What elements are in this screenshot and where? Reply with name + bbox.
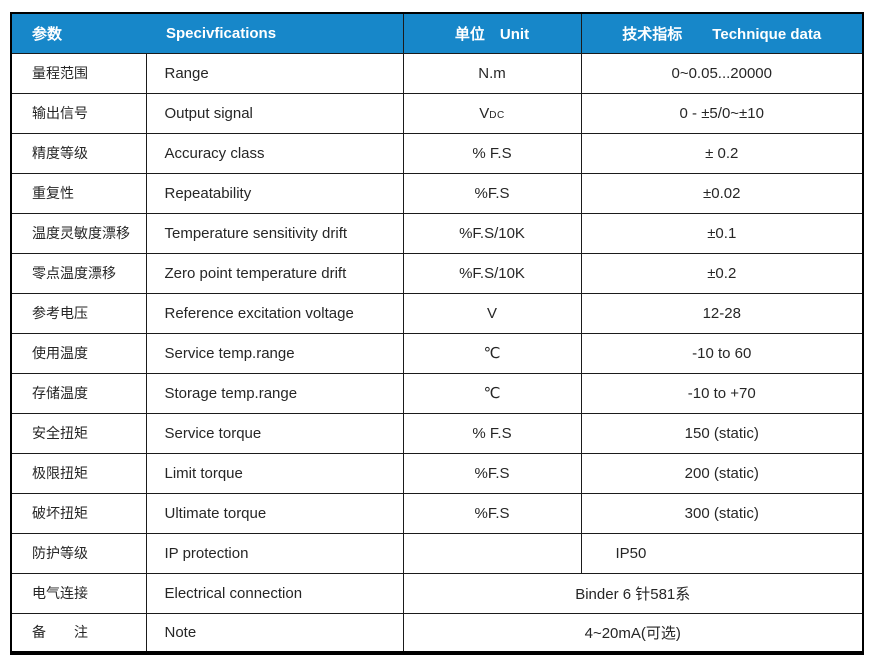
unit-cell: %F.S — [402, 172, 582, 214]
spec-label-cell: Output signal — [145, 92, 404, 134]
spec-label-cell: Limit torque — [145, 452, 404, 494]
table-row: 安全扭矩 Service torque% F.S 150 (static) — [10, 412, 864, 454]
table-row: 电气连接 Electrical connection Binder 6 针581系 — [10, 572, 864, 614]
value-cell: ±0.1 — [580, 212, 864, 254]
header-param: 参数 — [10, 12, 146, 54]
table-row: 量程范围 Range N.m 0~0.05...20000 — [10, 52, 864, 94]
spec-label-cell: Range — [145, 52, 404, 94]
table-row: 使用温度 Service temp.range ℃ -10 to 60 — [10, 332, 864, 374]
spec-label-cell: Storage temp.range — [145, 372, 404, 414]
unit-cell: ℃ — [402, 332, 582, 374]
table-row: 输出信号 Output signal VDC 0 - ±5/0~±10 — [10, 92, 864, 134]
unit-cell: VDC — [402, 92, 582, 134]
value-cell: 150 (static) — [580, 412, 864, 454]
param-label-cell: 电气连接 — [10, 572, 147, 614]
param-label-cell: 破坏扭矩 — [10, 492, 147, 534]
value-cell: 0 - ±5/0~±10 — [580, 92, 864, 134]
table-row: 防护等级 IP protection IP50 — [10, 532, 864, 574]
value-cell: ± 0.2 — [580, 132, 864, 174]
param-label-cell: 存储温度 — [10, 372, 147, 414]
param-label-cell: 温度灵敏度漂移 — [10, 212, 147, 254]
header-specifications: Specivfications — [146, 12, 404, 54]
spec-label-cell: Service torque — [145, 412, 404, 454]
param-label-cell: 安全扭矩 — [10, 412, 147, 454]
param-label-cell: 重复性 — [10, 172, 147, 214]
param-label-cell: 零点温度漂移 — [10, 252, 147, 294]
table-row: 存储温度 Storage temp.range ℃ -10 to +70 — [10, 372, 864, 414]
unit-cell: V — [402, 292, 582, 334]
value-cell: -10 to 60 — [580, 332, 864, 374]
unit-subscript: DC — [489, 109, 505, 121]
param-label-cell: 精度等级 — [10, 132, 147, 174]
table-row: 破坏扭矩 Ultimate torque %F.S 300 (static) — [10, 492, 864, 534]
unit-cell: N.m — [402, 52, 582, 94]
unit-cell: ℃ — [402, 372, 582, 414]
param-label-cell: 参考电压 — [10, 292, 147, 334]
unit-cell: %F.S — [402, 492, 582, 534]
spec-label-cell: Service temp.range — [145, 332, 404, 374]
spec-label-cell: Temperature sensitivity drift — [145, 212, 404, 254]
spec-label-cell: Electrical connection — [145, 572, 404, 614]
specification-table: 参数 Specivfications 单位 Unit 技术指标 Techniqu… — [10, 12, 864, 655]
spec-label-cell: Note — [145, 612, 404, 654]
spec-label-cell: IP protection — [145, 532, 404, 574]
value-cell: -10 to +70 — [580, 372, 864, 414]
unit-cell: % F.S — [402, 412, 582, 454]
spec-label-cell: Ultimate torque — [145, 492, 404, 534]
header-row: 参数 Specivfications 单位 Unit 技术指标 Techniqu… — [10, 12, 864, 54]
unit-cell: %F.S — [402, 452, 582, 494]
merged-value-cell: 4~20mA(可选) — [402, 612, 864, 654]
header-technique-data: 技术指标 Technique data — [580, 12, 864, 54]
table-row: 温度灵敏度漂移 Temperature sensitivity drift %F.S… — [10, 212, 864, 254]
unit-cell: %F.S/10K — [402, 212, 582, 254]
spec-label-cell: Accuracy class — [145, 132, 404, 174]
spec-label-cell: Zero point temperature drift — [145, 252, 404, 294]
table-row: 参考电压 Reference excitation voltage V 12-28 — [10, 292, 864, 334]
table-row: 零点温度漂移 Zero point temperature drift %F.S/1… — [10, 252, 864, 294]
spec-label-cell: Repeatability — [145, 172, 404, 214]
table-row: 重复性 Repeatability %F.S ±0.02 — [10, 172, 864, 214]
table-row: 精度等级 Accuracy class% F.S ± 0.2 — [10, 132, 864, 174]
header-unit: 单位 Unit — [402, 12, 582, 54]
spec-sheet: 参数 Specivfications 单位 Unit 技术指标 Techniqu… — [10, 12, 864, 655]
value-cell: ±0.2 — [580, 252, 864, 294]
param-label-cell: 极限扭矩 — [10, 452, 147, 494]
unit-cell: % F.S — [402, 132, 582, 174]
merged-value-cell: Binder 6 针581系 — [402, 572, 864, 614]
value-cell: ±0.02 — [580, 172, 864, 214]
table-row: 极限扭矩 Limit torque %F.S 200 (static) — [10, 452, 864, 494]
value-cell: 12-28 — [580, 292, 864, 334]
param-label-cell: 备 注 — [10, 612, 147, 654]
value-cell: 300 (static) — [580, 492, 864, 534]
unit-cell: %F.S/10K — [402, 252, 582, 294]
param-label-cell: 使用温度 — [10, 332, 147, 374]
value-cell: 0~0.05...20000 — [580, 52, 864, 94]
unit-cell — [402, 532, 582, 574]
param-label-cell: 输出信号 — [10, 92, 147, 134]
spec-table-body: 量程范围 Range N.m 0~0.05...20000 输出信号 Output sig… — [10, 52, 864, 654]
table-row: 备 注 Note 4~20mA(可选) — [10, 612, 864, 654]
spec-label-cell: Reference excitation voltage — [145, 292, 404, 334]
param-label-cell: 量程范围 — [10, 52, 147, 94]
param-label-cell: 防护等级 — [10, 532, 147, 574]
value-cell: 200 (static) — [580, 452, 864, 494]
value-cell: IP50 — [580, 532, 864, 574]
